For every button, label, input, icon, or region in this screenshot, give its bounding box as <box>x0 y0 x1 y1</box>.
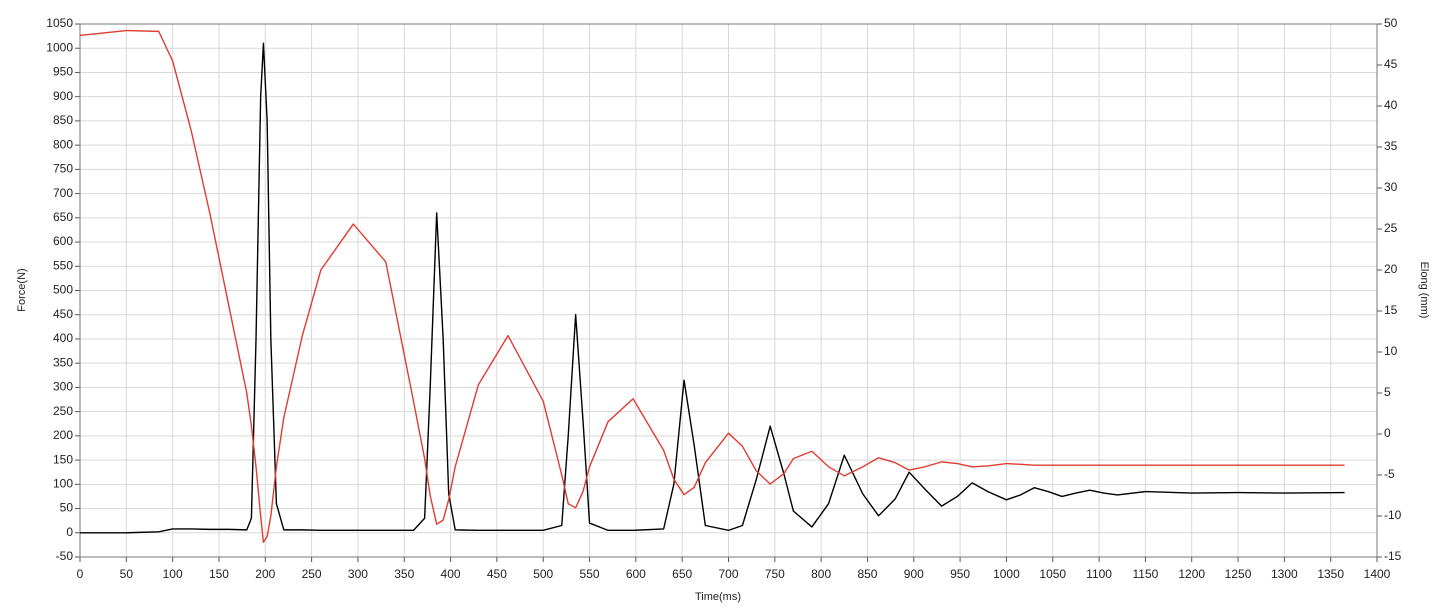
x-tick-label: 1400 <box>1364 567 1391 581</box>
x-tick-label: 1150 <box>1132 567 1158 581</box>
x-tick-label: 900 <box>904 567 924 581</box>
x-tick-label: 400 <box>441 567 461 581</box>
y2-tick-label: 45 <box>1384 57 1398 71</box>
x-tick-label: 800 <box>811 567 831 581</box>
y-tick-label: 150 <box>53 452 73 466</box>
x-tick-label: 1300 <box>1271 567 1298 581</box>
y2-tick-label: 50 <box>1384 16 1398 30</box>
x-tick-label: 750 <box>765 567 785 581</box>
series-line <box>79 29 1345 543</box>
x-tick-label: 200 <box>255 567 275 581</box>
y-tick-label: 1050 <box>46 16 73 30</box>
x-tick-label: 550 <box>580 567 600 581</box>
y2-tick-label: 35 <box>1384 139 1398 153</box>
x-axis-label: Time(ms) <box>695 591 741 603</box>
x-tick-label: 600 <box>626 567 646 581</box>
x-tick-label: 1100 <box>1086 567 1112 581</box>
y-tick-label: 550 <box>53 258 73 272</box>
y2-tick-label: 30 <box>1384 180 1398 194</box>
y-tick-label: 400 <box>53 331 73 345</box>
x-tick-label: 1050 <box>1039 567 1066 581</box>
y-tick-label: 650 <box>53 210 73 224</box>
y2-tick-label: -5 <box>1384 467 1395 481</box>
y-tick-label: 950 <box>53 65 73 79</box>
y-tick-label: 750 <box>53 162 73 176</box>
y-tick-label: 200 <box>53 428 73 442</box>
y-tick-label: 350 <box>53 355 73 369</box>
plot-frame <box>79 23 1378 558</box>
y2-tick-label: 5 <box>1384 385 1391 399</box>
x-tick-label: 300 <box>348 567 368 581</box>
y-tick-label: -50 <box>56 549 74 563</box>
y2-tick-label: 15 <box>1384 303 1398 317</box>
x-tick-label: 700 <box>718 567 738 581</box>
x-tick-label: 150 <box>209 567 229 581</box>
x-tick-label: 250 <box>302 567 322 581</box>
x-tick-label: 1200 <box>1178 567 1205 581</box>
y2-tick-label: 25 <box>1384 221 1398 235</box>
y-tick-label: 1000 <box>46 40 73 54</box>
x-tick-label: 350 <box>394 567 414 581</box>
y-tick-label: 250 <box>53 404 73 418</box>
series-line <box>80 42 1345 534</box>
x-tick-label: 1000 <box>993 567 1020 581</box>
y-tick-label: 450 <box>53 307 73 321</box>
y2-tick-label: -10 <box>1384 508 1402 522</box>
y-tick-label: 500 <box>53 283 73 297</box>
y-tick-label: 300 <box>53 380 73 394</box>
y-tick-label: 850 <box>53 113 73 127</box>
y-axis-label: Force(N) <box>16 268 28 311</box>
y-tick-label: 600 <box>53 234 73 248</box>
y-tick-label: 900 <box>53 89 73 103</box>
y-tick-label: 50 <box>60 501 74 515</box>
x-tick-label: 950 <box>950 567 970 581</box>
x-tick-label: 500 <box>533 567 553 581</box>
x-tick-label: 650 <box>672 567 692 581</box>
y-tick-label: 100 <box>53 476 73 490</box>
y2-tick-label: 40 <box>1384 98 1398 112</box>
y-tick-label: 0 <box>66 525 73 539</box>
y-tick-label: 700 <box>53 186 73 200</box>
y2-tick-label: 10 <box>1384 344 1398 358</box>
y2-tick-label: 0 <box>1384 426 1391 440</box>
y2-tick-label: 20 <box>1384 262 1398 276</box>
x-tick-label: 1250 <box>1225 567 1252 581</box>
y-tick-label: 800 <box>53 137 73 151</box>
y2-axis-label: Elong (mm) <box>1418 262 1430 319</box>
x-tick-label: 50 <box>120 567 134 581</box>
x-tick-label: 100 <box>163 567 183 581</box>
x-tick-label: 850 <box>857 567 877 581</box>
x-tick-label: 450 <box>487 567 507 581</box>
x-tick-label: 1350 <box>1317 567 1344 581</box>
y2-tick-label: -15 <box>1384 549 1402 563</box>
x-tick-label: 0 <box>77 567 84 581</box>
